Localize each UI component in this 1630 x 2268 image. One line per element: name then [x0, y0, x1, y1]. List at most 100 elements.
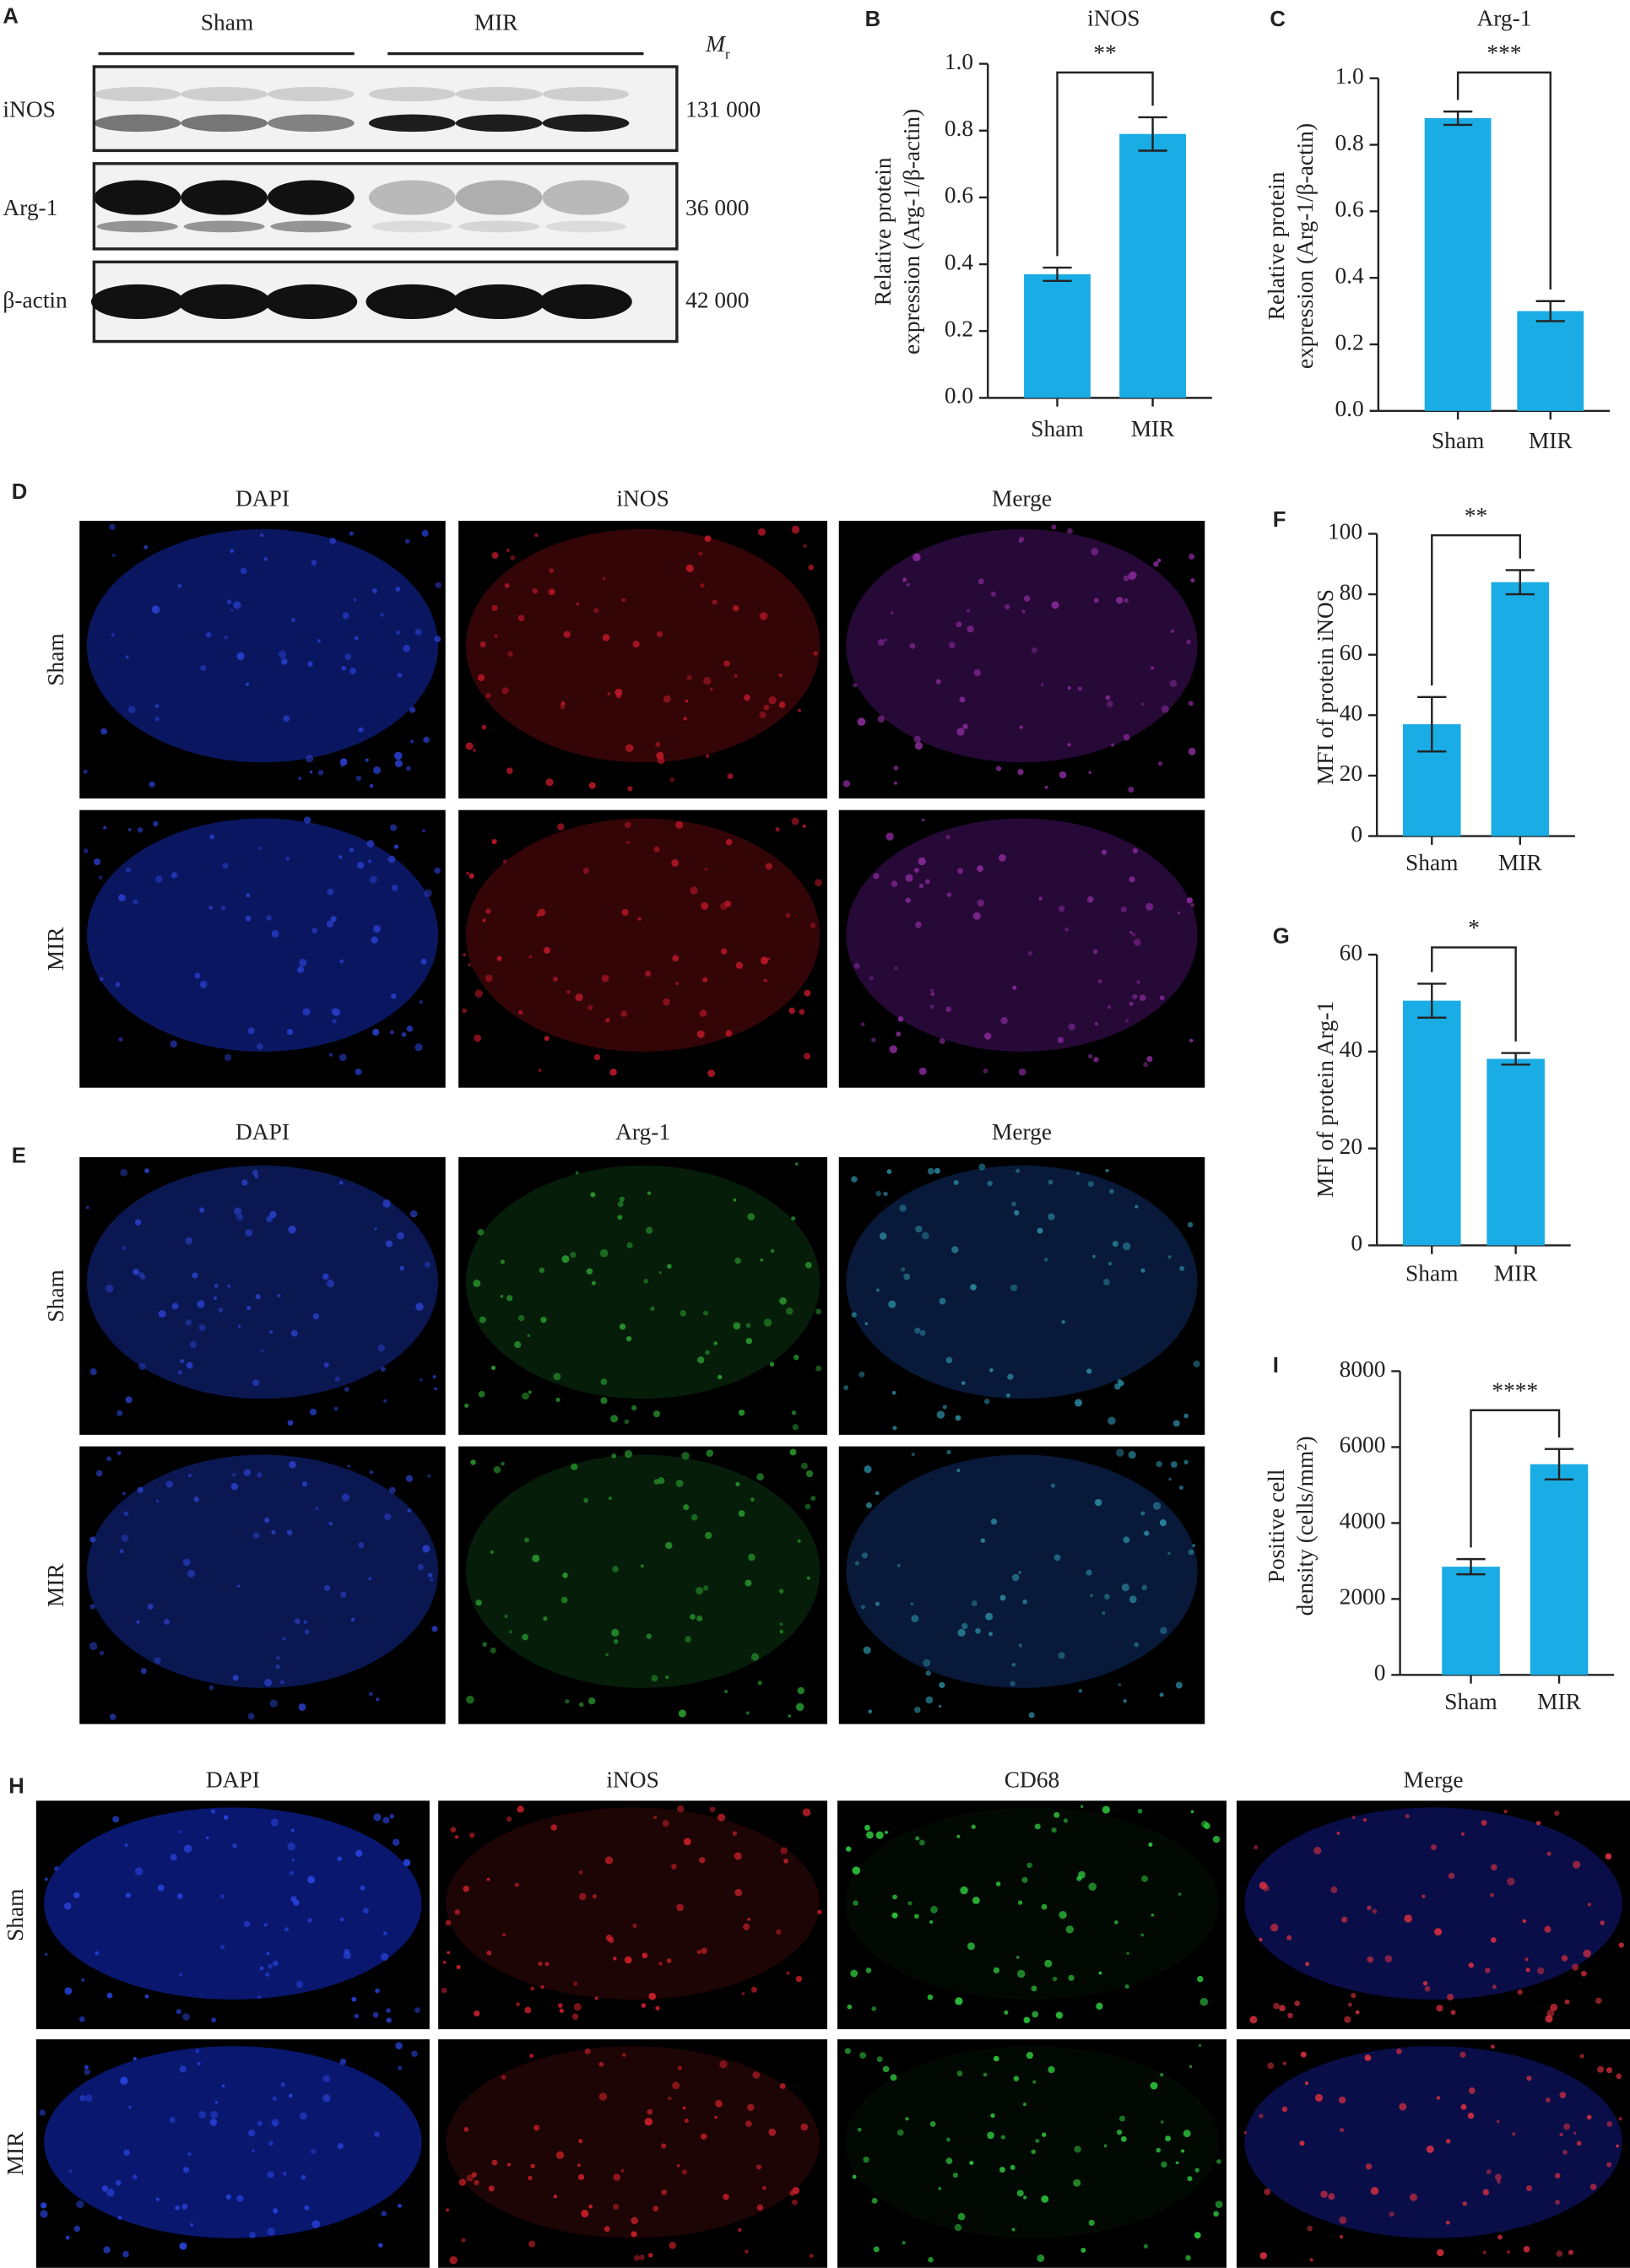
- cell-signal: [1031, 2149, 1036, 2155]
- cell-signal: [768, 2128, 777, 2136]
- cell-signal: [955, 1997, 963, 2005]
- cell-signal: [1347, 2002, 1352, 2007]
- cell-signal: [1485, 1968, 1491, 1973]
- cell-signal: [394, 760, 403, 768]
- cell-signal: [109, 523, 116, 530]
- cell-signal: [280, 2082, 285, 2087]
- cell-signal: [1076, 1876, 1082, 1881]
- cell-signal: [1107, 1262, 1113, 1266]
- cell-signal: [326, 920, 334, 928]
- cell-signal: [225, 2194, 231, 2200]
- cell-signal: [1140, 1933, 1145, 1937]
- cell-signal: [853, 962, 860, 970]
- cell-signal: [317, 769, 324, 776]
- cell-signal: [850, 1969, 858, 1978]
- cell-signal: [429, 1578, 434, 1582]
- cell-signal: [594, 1996, 598, 2000]
- cell-signal: [588, 1697, 596, 1705]
- cell-signal: [236, 2195, 244, 2202]
- cell-signal: [663, 998, 670, 1006]
- cell-signal: [1059, 1911, 1067, 1919]
- cell-signal: [734, 1257, 741, 1264]
- cell-signal: [602, 634, 610, 641]
- cell-signal: [185, 1319, 192, 1326]
- cell-signal: [236, 652, 245, 661]
- cell-signal: [517, 614, 525, 622]
- cell-signal: [655, 741, 661, 748]
- significance-label: ***: [1486, 41, 1521, 66]
- cell-signal: [1088, 1882, 1097, 1892]
- cell-signal: [351, 1996, 357, 2002]
- cell-signal: [763, 704, 770, 711]
- cell-signal: [1187, 1221, 1194, 1228]
- cell-signal: [395, 2042, 403, 2050]
- cell-signal: [989, 1368, 994, 1372]
- cell-signal: [154, 717, 160, 722]
- cell-signal: [410, 739, 414, 744]
- cell-signal: [147, 1603, 154, 1610]
- cell-signal: [577, 2173, 585, 2180]
- cell-signal: [151, 605, 160, 614]
- cell-signal: [39, 2109, 46, 2116]
- cell-signal: [1287, 2012, 1293, 2019]
- cell-signal: [1188, 701, 1194, 706]
- cell-signal: [263, 1923, 268, 1927]
- cell-signal: [613, 1639, 619, 1644]
- y-tick-label: 0.2: [945, 317, 973, 342]
- cell-signal: [690, 1614, 696, 1620]
- cell-signal: [338, 1053, 347, 1062]
- cell-signal: [392, 885, 398, 891]
- cell-signal: [1015, 1956, 1020, 1959]
- cell-signal: [1023, 595, 1031, 602]
- cell-signal: [1460, 1832, 1465, 1836]
- cell-signal: [1186, 897, 1194, 904]
- cell-signal: [528, 2240, 536, 2248]
- cell-signal: [745, 1579, 752, 1587]
- cell-signal: [479, 641, 486, 647]
- cell-signal: [555, 1397, 560, 1403]
- cell-signal: [112, 1816, 119, 1823]
- cell-signal: [1041, 2195, 1049, 2203]
- cell-signal: [1043, 1257, 1048, 1262]
- cell-signal: [1052, 1976, 1058, 1982]
- cell-signal: [1156, 2147, 1162, 2153]
- cell-signal: [1595, 1997, 1602, 2005]
- cell-signal: [133, 2056, 137, 2061]
- cell-signal: [655, 2005, 660, 2011]
- cell-signal: [1096, 2002, 1103, 2010]
- cell-signal: [914, 1913, 919, 1919]
- cell-signal: [707, 1069, 716, 1078]
- cell-signal: [750, 1497, 755, 1502]
- y-axis-label: expression (Arg-1/β-actin): [899, 109, 924, 355]
- cell-signal: [504, 1614, 508, 1618]
- cell-signal: [983, 1399, 990, 1405]
- cell-signal: [724, 900, 732, 907]
- cell-signal: [1339, 2235, 1344, 2239]
- cell-signal: [369, 875, 377, 884]
- cell-signal: [137, 827, 144, 833]
- tissue: [86, 1165, 439, 1399]
- cell-signal: [1102, 1611, 1106, 1616]
- cell-signal: [745, 2249, 749, 2254]
- cell-signal: [198, 1324, 206, 1332]
- cell-signal: [405, 1475, 414, 1482]
- cell-signal: [454, 1835, 459, 1839]
- bar: [1024, 273, 1091, 398]
- cell-signal: [877, 715, 885, 723]
- cell-signal: [930, 992, 934, 996]
- cell-signal: [206, 1836, 209, 1839]
- cell-signal: [528, 955, 533, 959]
- cell-signal: [199, 981, 208, 988]
- cell-signal: [624, 1419, 630, 1425]
- cell-signal: [1148, 1842, 1153, 1847]
- cell-signal: [349, 531, 354, 536]
- cell-signal: [644, 2117, 653, 2126]
- cell-signal: [53, 1865, 59, 1871]
- cell-signal: [506, 549, 510, 552]
- cell-signal: [987, 2131, 994, 2140]
- cell-signal: [407, 1508, 411, 1513]
- cell-signal: [675, 982, 679, 985]
- cell-signal: [791, 2199, 798, 2206]
- cell-signal: [1282, 2061, 1286, 2065]
- bar: [1402, 1000, 1461, 1246]
